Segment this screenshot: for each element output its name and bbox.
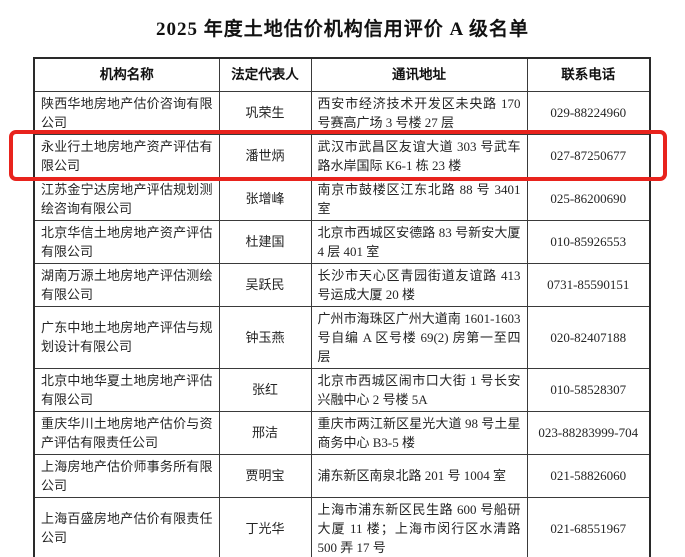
phone-cell: 0731-85590151 bbox=[526, 262, 651, 307]
phone-cell: 023-88283999-704 bbox=[526, 410, 651, 455]
rating-table: 机构名称 法定代表人 通讯地址 联系电话 陕西华地房地产估价咨询有限公司 巩荣生 西安市经… bbox=[33, 57, 651, 557]
address-cell: 北京市西城区安德路 83 号新安大厦 4 层 401 室 bbox=[310, 219, 528, 264]
phone-cell: 010-58528307 bbox=[526, 367, 651, 412]
phone-cell: 029-88224960 bbox=[526, 90, 651, 135]
table-row: 湖南万源土地房地产评估测绘有限公司 吴跃民 长沙市天心区青园街道友谊路 413 号运… bbox=[33, 262, 651, 307]
table-row: 陕西华地房地产估价咨询有限公司 巩荣生 西安市经济技术开发区未央路 170 号赛高广… bbox=[33, 90, 651, 135]
legal-rep-cell: 张红 bbox=[218, 367, 312, 412]
legal-rep-cell: 杜建国 bbox=[218, 219, 312, 264]
table-row: 北京中地华夏土地房地产评估有限公司 张红 北京市西城区闹市口大街 1 号长安兴融中心… bbox=[33, 367, 651, 412]
table-row: 广东中地土地房地产评估与规划设计有限公司 钟玉燕 广州市海珠区广州大道南 1601-… bbox=[33, 305, 651, 369]
address-cell: 广州市海珠区广州大道南 1601-1603 号自编 A 区号楼 69(2) 房第… bbox=[310, 305, 528, 369]
agency-name-cell: 北京中地华夏土地房地产评估有限公司 bbox=[33, 367, 220, 412]
legal-rep-cell: 吴跃民 bbox=[218, 262, 312, 307]
agency-name-cell: 重庆华川土地房地产估价与资产评估有限责任公司 bbox=[33, 410, 220, 455]
legal-rep-cell: 丁光华 bbox=[218, 496, 312, 557]
phone-cell: 021-68551967 bbox=[526, 496, 651, 557]
legal-rep-cell: 张增峰 bbox=[218, 176, 312, 221]
address-cell: 重庆市两江新区星光大道 98 号土星商务中心 B3-5 楼 bbox=[310, 410, 528, 455]
agency-name-cell: 湖南万源土地房地产评估测绘有限公司 bbox=[33, 262, 220, 307]
phone-cell: 020-82407188 bbox=[526, 305, 651, 369]
agency-name-cell: 上海百盛房地产估价有限责任公司 bbox=[33, 496, 220, 557]
agency-name-cell: 江苏金宁达房地产评估规划测绘咨询有限公司 bbox=[33, 176, 220, 221]
page-title: 2025 年度土地估价机构信用评价 A 级名单 bbox=[156, 19, 529, 40]
address-cell: 上海市浦东新区民生路 600 号船研大厦 11 楼；上海市闵行区水清路 500 … bbox=[310, 496, 528, 557]
table-header-row: 机构名称 法定代表人 通讯地址 联系电话 bbox=[33, 57, 651, 92]
agency-name-cell: 永业行土地房地产资产评估有限公司 bbox=[33, 133, 220, 178]
address-cell: 西安市经济技术开发区未央路 170 号赛高广场 3 号楼 27 层 bbox=[310, 90, 528, 135]
agency-name-cell: 陕西华地房地产估价咨询有限公司 bbox=[33, 90, 220, 135]
agency-name-cell: 广东中地土地房地产评估与规划设计有限公司 bbox=[33, 305, 220, 369]
table-row: 北京华信土地房地产资产评估有限公司 杜建国 北京市西城区安德路 83 号新安大厦 4… bbox=[33, 219, 651, 264]
address-cell: 南京市鼓楼区江东北路 88 号 3401 室 bbox=[310, 176, 528, 221]
address-cell: 北京市西城区闹市口大街 1 号长安兴融中心 2 号楼 5A bbox=[310, 367, 528, 412]
legal-rep-cell: 潘世炳 bbox=[218, 133, 312, 178]
phone-cell: 027-87250677 bbox=[526, 133, 651, 178]
legal-rep-cell: 巩荣生 bbox=[218, 90, 312, 135]
table-row: 永业行土地房地产资产评估有限公司 潘世炳 武汉市武昌区友谊大道 303 号武车路水岸… bbox=[33, 133, 651, 178]
address-cell: 武汉市武昌区友谊大道 303 号武车路水岸国际 K6-1 栋 23 楼 bbox=[310, 133, 528, 178]
phone-cell: 010-85926553 bbox=[526, 219, 651, 264]
legal-rep-cell: 邢洁 bbox=[218, 410, 312, 455]
column-header-addr: 通讯地址 bbox=[310, 57, 528, 92]
agency-name-cell: 上海房地产估价师事务所有限公司 bbox=[33, 453, 220, 498]
phone-cell: 021-58826060 bbox=[526, 453, 651, 498]
table-row: 重庆华川土地房地产估价与资产评估有限责任公司 邢洁 重庆市两江新区星光大道 98 号… bbox=[33, 410, 651, 455]
column-header-name: 机构名称 bbox=[33, 57, 220, 92]
address-cell: 长沙市天心区青园街道友谊路 413 号运成大厦 20 楼 bbox=[310, 262, 528, 307]
legal-rep-cell: 钟玉燕 bbox=[218, 305, 312, 369]
address-cell: 浦东新区南泉北路 201 号 1004 室 bbox=[310, 453, 528, 498]
column-header-phone: 联系电话 bbox=[526, 57, 651, 92]
legal-rep-cell: 贾明宝 bbox=[218, 453, 312, 498]
column-header-rep: 法定代表人 bbox=[218, 57, 312, 92]
phone-cell: 025-86200690 bbox=[526, 176, 651, 221]
table-row: 江苏金宁达房地产评估规划测绘咨询有限公司 张增峰 南京市鼓楼区江东北路 88 号 3… bbox=[33, 176, 651, 221]
agency-name-cell: 北京华信土地房地产资产评估有限公司 bbox=[33, 219, 220, 264]
table-row: 上海百盛房地产估价有限责任公司 丁光华 上海市浦东新区民生路 600 号船研大厦 1… bbox=[33, 496, 651, 557]
